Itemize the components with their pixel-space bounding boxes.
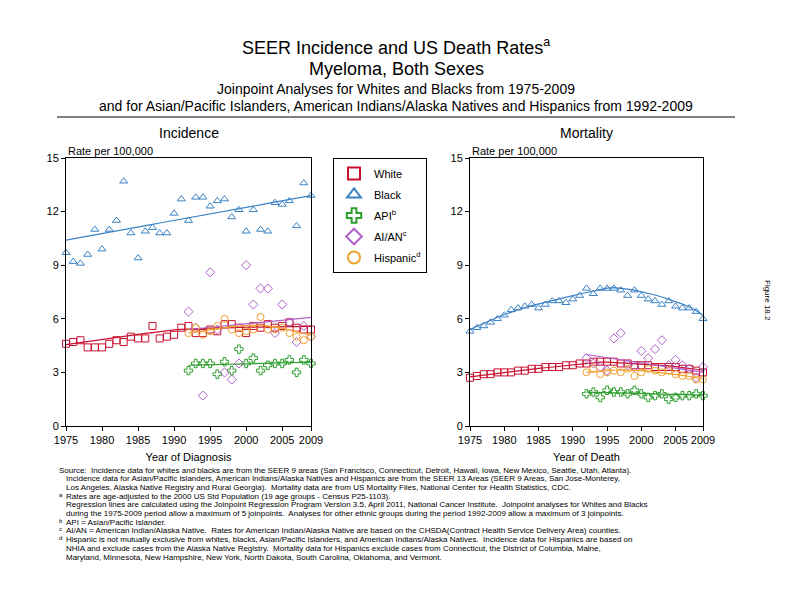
svg-text:Joinpoint Analyses for Whites: Joinpoint Analyses for Whites and Blacks… (217, 81, 575, 97)
svg-text:9: 9 (457, 259, 463, 271)
svg-text:Mortality: Mortality (560, 125, 613, 141)
svg-text:1985: 1985 (126, 434, 150, 446)
svg-text:Incidence: Incidence (159, 125, 219, 141)
svg-text:White: White (374, 168, 402, 180)
svg-text:0: 0 (53, 420, 59, 432)
svg-text:Myeloma, Both Sexes: Myeloma, Both Sexes (309, 59, 484, 79)
svg-text:Black: Black (374, 189, 401, 201)
svg-text:Rates are age-adjusted to the: Rates are age-adjusted to the 2000 US St… (66, 492, 391, 501)
svg-text:Rate per 100,000: Rate per 100,000 (472, 145, 557, 157)
svg-text:SEER Incidence and US Death Ra: SEER Incidence and US Death Rates​a​ (242, 35, 550, 58)
svg-text:1995: 1995 (198, 434, 222, 446)
svg-text:2000: 2000 (629, 434, 653, 446)
svg-text:9: 9 (53, 259, 59, 271)
svg-text:0: 0 (457, 420, 463, 432)
svg-text:AI/AN = American Indian/Alaska: AI/AN = American Indian/Alaska Native. R… (66, 526, 621, 535)
svg-text:3: 3 (457, 366, 463, 378)
svg-text:1975: 1975 (54, 434, 78, 446)
svg-text:Los Angeles, Alaska Native Reg: Los Angeles, Alaska Native Registry and … (66, 483, 571, 492)
svg-text:1985: 1985 (526, 434, 550, 446)
svg-text:6: 6 (53, 313, 59, 325)
svg-text:Rate per 100,000: Rate per 100,000 (68, 145, 153, 157)
svg-text:1990: 1990 (561, 434, 585, 446)
svg-text:12: 12 (47, 205, 59, 217)
svg-text:NHIA and exclude cases from th: NHIA and exclude cases from the Alaska N… (66, 544, 601, 553)
svg-text:Regression lines are calculate: Regression lines are calculated using th… (66, 500, 648, 509)
svg-text:Hispanic​d​: Hispanic​d​ (374, 250, 420, 264)
svg-text:AI/AN​c​: AI/AN​c​ (374, 229, 407, 243)
svg-text:15: 15 (451, 152, 463, 164)
svg-text:Maryland, Minnesota, New Hamps: Maryland, Minnesota, New Hampshire, New … (66, 553, 442, 562)
svg-text:1995: 1995 (595, 434, 619, 446)
svg-text:a: a (59, 492, 63, 498)
svg-text:12: 12 (451, 205, 463, 217)
svg-text:API = Asian/Pacific Islander.: API = Asian/Pacific Islander. (66, 518, 166, 527)
svg-text:15: 15 (47, 152, 59, 164)
svg-text:Hispanic is not mutually exclu: Hispanic is not mutually exclusive from … (66, 535, 633, 544)
svg-text:Year of Diagnosis: Year of Diagnosis (146, 451, 232, 463)
svg-text:API​b​: API​b​ (374, 208, 396, 222)
svg-text:2005: 2005 (270, 434, 294, 446)
svg-text:and for Asian/Pacific Islander: and for Asian/Pacific Islanders, America… (99, 98, 693, 114)
svg-text:c: c (59, 526, 62, 532)
svg-text:d: d (59, 535, 62, 541)
svg-text:1980: 1980 (492, 434, 516, 446)
svg-text:2000: 2000 (234, 434, 258, 446)
svg-text:Figure 18.2: Figure 18.2 (763, 280, 772, 321)
svg-text:during the 1975-2009 period al: during the 1975-2009 period allow a maxi… (66, 509, 624, 518)
svg-text:Year of Death: Year of Death (553, 451, 620, 463)
svg-text:2005: 2005 (663, 434, 687, 446)
svg-text:3: 3 (53, 366, 59, 378)
svg-text:1990: 1990 (162, 434, 186, 446)
svg-text:Incidence data for Asian/Pacif: Incidence data for Asian/Pacific Islande… (66, 474, 620, 483)
svg-text:1980: 1980 (90, 434, 114, 446)
svg-text:b: b (59, 518, 63, 524)
svg-text:6: 6 (457, 313, 463, 325)
svg-text:Source: Incidence data for wh: Source: Incidence data for whites and bl… (59, 466, 631, 475)
svg-text:1975: 1975 (458, 434, 482, 446)
svg-text:2009: 2009 (691, 434, 715, 446)
svg-text:2009: 2009 (299, 434, 323, 446)
